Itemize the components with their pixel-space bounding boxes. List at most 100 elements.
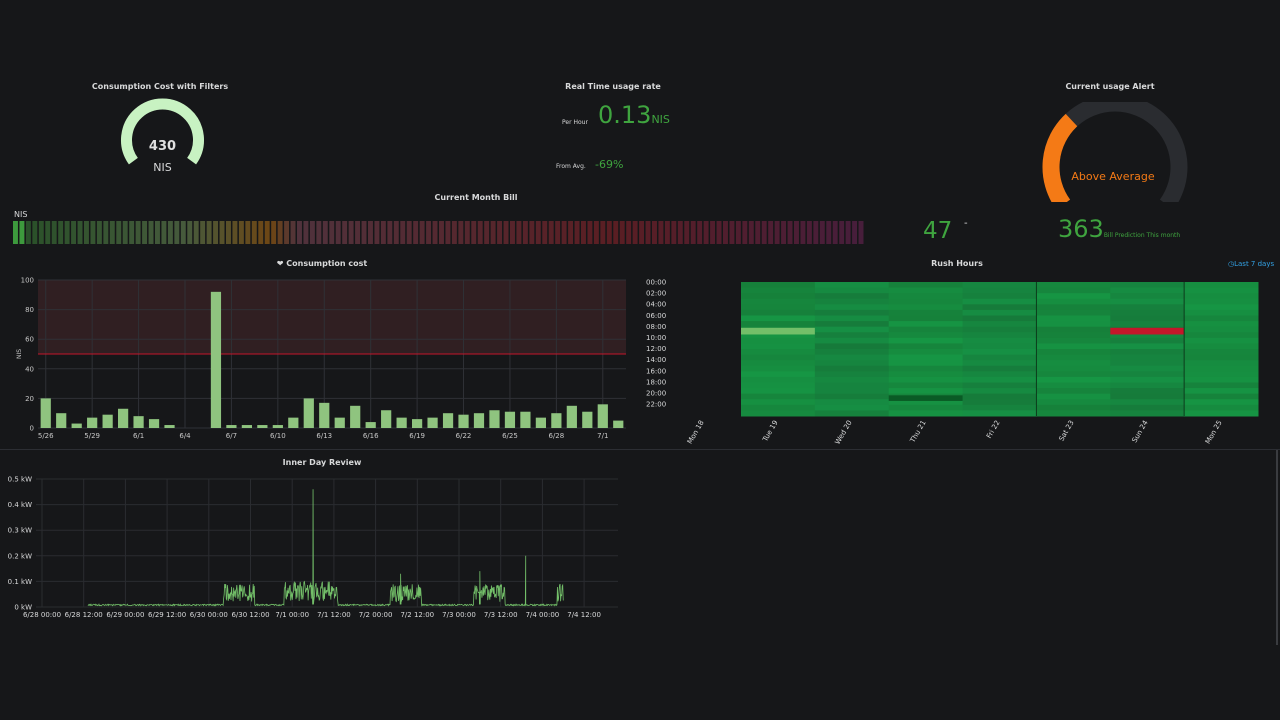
bill-segment <box>232 221 238 244</box>
heatmap-cell <box>814 365 890 372</box>
bill-segment <box>768 221 774 244</box>
x-tick-label: Mon 25 <box>1204 419 1224 445</box>
y-tick-label: 0.1 kW <box>8 578 32 586</box>
bar <box>334 417 345 428</box>
heatmap-cell <box>888 399 964 406</box>
bill-segment <box>458 221 464 244</box>
bill-segment <box>297 221 302 244</box>
heatmap-cell <box>814 371 890 378</box>
bill-segment <box>587 221 593 244</box>
heatmap-cell <box>814 388 890 395</box>
bar <box>350 405 361 428</box>
y-tick-label: 12:00 <box>646 345 666 353</box>
bar <box>427 417 438 428</box>
heatmap-cell <box>1184 410 1259 417</box>
heatmap-cell <box>814 309 890 316</box>
x-tick-label: 5/29 <box>84 432 100 440</box>
heatmap-cell <box>741 376 816 383</box>
heatmap-cell <box>741 388 816 395</box>
bar <box>226 425 237 428</box>
heatmap-cell <box>814 282 890 289</box>
y-tick-label: 0.5 kW <box>8 476 32 484</box>
heatmap-cell <box>741 304 816 311</box>
x-tick-label: Wed 20 <box>834 419 854 446</box>
bill-segment <box>600 221 606 244</box>
heatmap-cell <box>1184 282 1259 289</box>
heatmap-cell <box>1036 282 1111 289</box>
y-tick-label: 0.4 kW <box>8 501 32 509</box>
x-tick-label: 6/29 00:00 <box>106 611 144 619</box>
heatmap-cell <box>962 376 1037 383</box>
x-tick-label: 6/28 00:00 <box>23 611 61 619</box>
bar <box>319 402 330 428</box>
heatmap-cell <box>741 354 816 361</box>
heatmap-cell <box>1036 393 1111 400</box>
heatmap-cell <box>1036 298 1111 305</box>
heatmap-cell <box>888 321 964 328</box>
heatmap-cell <box>1110 365 1185 372</box>
heatmap-cell-high <box>741 327 815 335</box>
heatmap-cell <box>962 332 1037 339</box>
bill-segment <box>445 221 451 244</box>
bill-segment <box>439 221 444 244</box>
heatmap-cell <box>962 315 1037 322</box>
y-tick-label: 60 <box>25 336 34 344</box>
realtime-rate: 0.13NIS <box>598 101 670 129</box>
bill-segment <box>419 221 425 244</box>
bill-segment <box>503 221 509 244</box>
bill-segment <box>355 221 361 244</box>
heatmap-cell-low <box>888 395 963 401</box>
bill-segment <box>858 221 864 244</box>
heatmap-cell <box>888 326 964 333</box>
bar <box>566 405 577 428</box>
consumption-chart: 0 20 40 60 80 100 5/26 5/29 6/1 6/4 6/7 6/10 6/13 6/1… <box>16 277 626 440</box>
bill-segment <box>529 221 535 244</box>
x-tick-label: Sun 24 <box>1131 419 1150 445</box>
time-range-picker[interactable]: ◷Last 7 days <box>1228 260 1274 268</box>
bill-segment <box>109 221 115 244</box>
heatmap-cell <box>1036 410 1111 417</box>
heatmap-cell <box>962 337 1037 344</box>
bill-segment <box>142 221 148 244</box>
heatmap-cell <box>814 298 890 305</box>
heatmap-cell <box>962 404 1037 411</box>
bill-segment <box>703 221 709 244</box>
heatmap-cell <box>888 298 964 305</box>
heatmap-cell <box>1184 388 1259 395</box>
heatmap-cell <box>1036 304 1111 311</box>
heatmap-cell <box>814 376 890 383</box>
bill-segment <box>477 221 483 244</box>
heatmap-cell <box>814 326 890 333</box>
bar <box>458 414 469 428</box>
x-tick-label: 6/1 <box>133 432 144 440</box>
heatmap-cell <box>962 382 1037 389</box>
bill-segment <box>800 221 806 244</box>
bar <box>40 398 51 428</box>
bill-segment <box>32 221 38 244</box>
heatmap-cell <box>888 360 964 367</box>
bill-segment <box>742 221 748 244</box>
heatmap-cell <box>888 309 964 316</box>
heatmap-cell <box>1036 365 1111 372</box>
bar <box>71 423 82 428</box>
bill-segment <box>161 221 167 244</box>
bill-segment <box>639 221 645 244</box>
bill-segment <box>806 221 812 244</box>
y-tick-label: 0 <box>30 425 34 433</box>
y-tick-label: 0 kW <box>14 604 32 612</box>
x-tick-label: 6/29 12:00 <box>148 611 186 619</box>
bill-segment <box>361 221 367 244</box>
x-tick-label: 6/25 <box>502 432 518 440</box>
bill-segment <box>148 221 154 244</box>
heatmap-cell <box>1036 315 1111 322</box>
heatmap-cell <box>814 287 890 294</box>
heatmap-cell <box>1036 321 1111 328</box>
gauge-cost-title: Consumption Cost with Filters <box>91 82 229 91</box>
bill-segment <box>690 221 696 244</box>
heatmap-cell <box>1110 404 1185 411</box>
scrollbar[interactable] <box>1276 450 1278 645</box>
heatmap-cell <box>1184 399 1259 406</box>
heatmap-cell <box>888 376 964 383</box>
bill-segment <box>51 221 57 244</box>
bill-segment <box>129 221 135 244</box>
